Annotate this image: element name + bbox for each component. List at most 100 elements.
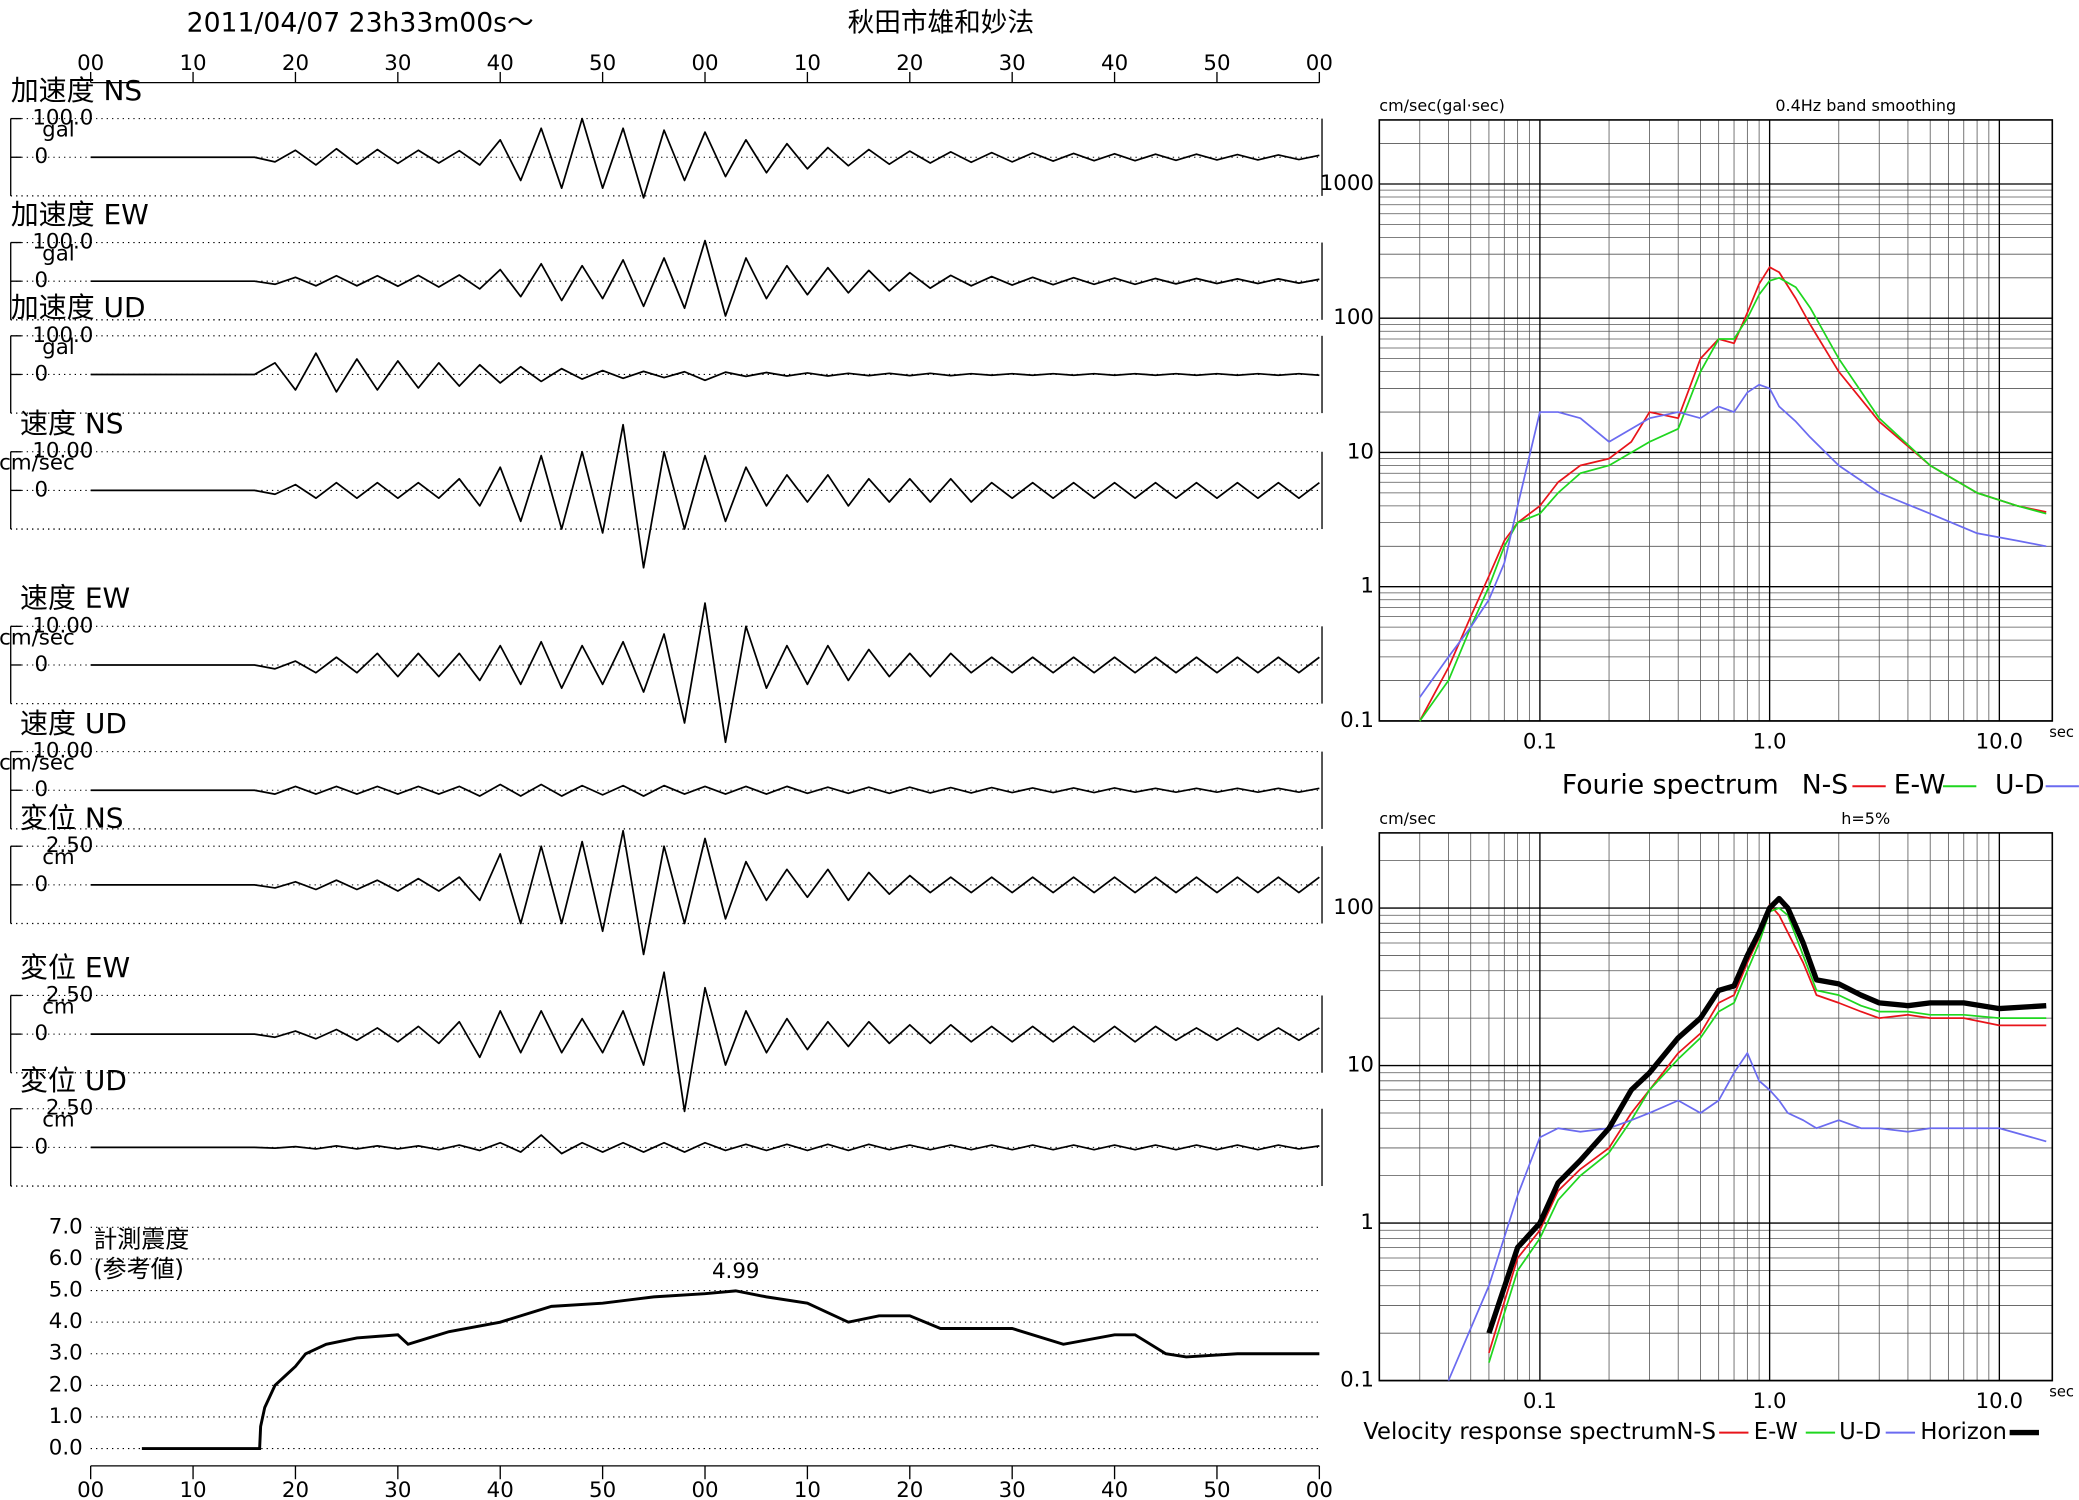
x-tick-label: 50: [1203, 1478, 1230, 1500]
waveform: [90, 117, 1320, 199]
x-tick-label: 30: [384, 1478, 411, 1500]
x-tick-label: 50: [589, 51, 616, 76]
series-line: [1447, 1052, 2047, 1381]
y-tick-label: 0: [34, 1021, 48, 1046]
y-tick-label: 4.0: [49, 1309, 83, 1334]
chart-subtitle: h=5%: [1841, 809, 1890, 828]
y-tick-label: 10.00: [32, 613, 93, 638]
y-tick-label: 7.0: [49, 1214, 83, 1239]
unit-label: gal: [42, 242, 75, 267]
x-tick-label: 00: [1306, 1478, 1333, 1500]
legend-title: Fourie spectrum: [1562, 770, 1779, 801]
x-tick-label: 00: [1306, 51, 1333, 76]
y-tick-label: 10.00: [32, 439, 93, 464]
y-tick-label: 2.50: [46, 833, 93, 858]
x-tick-label: 10.0: [1976, 729, 2023, 754]
y-axis-label: cm/sec: [1379, 809, 1436, 828]
legend-label: N-S: [1676, 1419, 1715, 1445]
y-tick-label: 2.0: [49, 1372, 83, 1397]
x-tick-label: 40: [1101, 51, 1128, 76]
x-tick-label: 30: [999, 51, 1026, 76]
x-tick-label: 0.1: [1523, 729, 1557, 754]
y-tick-label: 3.0: [49, 1341, 83, 1366]
x-tick-label: 40: [487, 51, 514, 76]
x-tick-label: 1.0: [1753, 1389, 1787, 1414]
waveform: [90, 352, 1320, 393]
x-tick-label: 1.0: [1753, 729, 1787, 754]
x-tick-label: 20: [896, 51, 923, 76]
unit-label: gal: [42, 118, 75, 143]
legend-label: U-D: [1995, 770, 2045, 801]
x-tick-label: 00: [691, 1478, 718, 1500]
header-location: 秋田市雄和妙法: [848, 7, 1035, 38]
legend-label: N-S: [1802, 770, 1848, 801]
x-tick-label: 50: [589, 1478, 616, 1500]
panel-title: 速度 NS: [20, 407, 124, 440]
unit-label: cm/sec: [0, 451, 75, 476]
legend-label: Horizon: [1920, 1419, 2007, 1445]
panel-title: 変位 UD: [20, 1064, 127, 1097]
y-tick-label: 1: [1360, 574, 1374, 599]
y-tick-label: 6.0: [49, 1246, 83, 1271]
x-tick-label: 00: [77, 51, 104, 76]
x-tick-label: 0.1: [1523, 1389, 1557, 1414]
panel-title: 加速度 NS: [11, 74, 142, 107]
x-tick-label: 00: [691, 51, 718, 76]
annotation: 4.99: [712, 1259, 759, 1284]
y-tick-label: 2.50: [46, 1096, 93, 1121]
x-tick-label: 40: [1101, 1478, 1128, 1500]
x-axis-label: sec: [2049, 1384, 2074, 1401]
unit-label: cm/sec: [0, 625, 75, 650]
y-tick-label: 100.0: [32, 106, 93, 131]
x-tick-label: 20: [282, 51, 309, 76]
waveform: [90, 971, 1320, 1113]
chart-subtitle: 0.4Hz band smoothing: [1775, 96, 1956, 115]
y-tick-label: 1.0: [49, 1404, 83, 1429]
y-tick-label: 0: [34, 268, 48, 293]
legend-label: E-W: [1754, 1419, 1798, 1445]
plot-frame: [1378, 119, 2054, 722]
waveform: [90, 1134, 1320, 1155]
x-tick-label: 10: [180, 51, 207, 76]
x-tick-label: 20: [896, 1478, 923, 1500]
y-tick-label: 5.0: [49, 1278, 83, 1303]
y-tick-label: 100.0: [32, 230, 93, 255]
waveform: [90, 423, 1320, 569]
legend-label: E-W: [1894, 770, 1946, 801]
unit-label: cm/sec: [0, 751, 75, 776]
x-tick-label: 10.0: [1976, 1389, 2023, 1414]
panel-title: 速度 EW: [20, 582, 130, 615]
y-tick-label: 10: [1347, 439, 1374, 464]
y-tick-label: 0: [34, 652, 48, 677]
y-axis-label: cm/sec(gal·sec): [1379, 96, 1505, 115]
unit-label: cm: [42, 1108, 74, 1133]
series-line: [1488, 907, 2047, 1363]
y-tick-label: 2.50: [46, 982, 93, 1007]
legend-title: Velocity response spectrum: [1363, 1419, 1676, 1445]
x-axis-label: sec: [2049, 724, 2074, 741]
y-tick-label: 100: [1333, 895, 1374, 920]
x-tick-label: 10: [794, 51, 821, 76]
legend-label: U-D: [1839, 1419, 1881, 1445]
header-datetime: 2011/04/07 23h33m00s～: [187, 7, 534, 38]
y-tick-label: 100: [1333, 305, 1374, 330]
x-tick-label: 00: [77, 1478, 104, 1500]
y-tick-label: 0.1: [1340, 708, 1374, 733]
panel-title: 加速度 EW: [11, 198, 149, 231]
intensity-title: 計測震度: [93, 1226, 189, 1254]
waveform: [90, 239, 1320, 317]
y-tick-label: 0: [34, 872, 48, 897]
x-tick-label: 50: [1203, 51, 1230, 76]
y-tick-label: 10: [1347, 1053, 1374, 1078]
y-tick-label: 0: [34, 1134, 48, 1159]
x-tick-label: 10: [794, 1478, 821, 1500]
waveform: [90, 783, 1320, 797]
unit-label: cm: [42, 994, 74, 1019]
y-tick-label: 0.0: [49, 1436, 83, 1461]
y-tick-label: 0.1: [1340, 1368, 1374, 1393]
panel-title: 速度 UD: [20, 707, 127, 740]
waveform: [90, 829, 1320, 956]
